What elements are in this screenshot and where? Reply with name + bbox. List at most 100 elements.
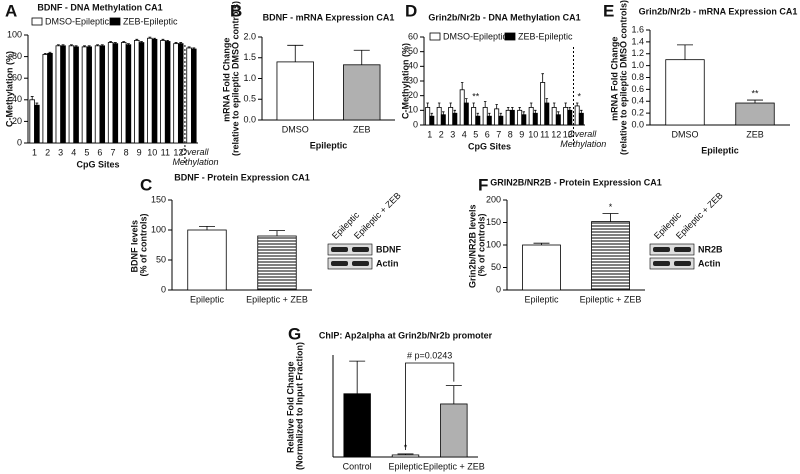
x-tick-label: Overall Methylation	[172, 147, 218, 167]
blot-band	[653, 261, 670, 266]
bar	[47, 52, 53, 144]
bar	[99, 45, 106, 144]
error-bar	[506, 107, 510, 111]
y-axis-label: C-Methylation (%)	[4, 51, 14, 127]
bar	[257, 235, 297, 291]
error-bar	[552, 102, 556, 108]
x-tick-label: 8	[124, 147, 129, 157]
bar	[517, 109, 523, 126]
error-bar	[541, 73, 544, 83]
bar	[440, 403, 468, 458]
error-bar	[580, 109, 583, 114]
bar	[391, 454, 420, 458]
error-bar	[192, 47, 196, 50]
error-bar	[153, 37, 156, 40]
error-bar	[349, 360, 366, 394]
error-bar	[557, 111, 560, 115]
x-tick-label: ZEB	[746, 129, 764, 139]
y-tick-label: 150	[151, 194, 166, 204]
x-tick-label: 9	[519, 129, 524, 139]
x-tick-label: 4	[71, 147, 76, 157]
error-bar	[499, 112, 503, 117]
error-bar	[100, 44, 104, 46]
y-tick-label: 0.8	[631, 72, 644, 82]
y-axis-label: Grin2b/NR2B levels (% of controls)	[468, 202, 487, 288]
chart-title: Grin2b/Nr2b - DNA Methylation CA1	[428, 12, 580, 22]
y-tick-label: 1.6	[631, 24, 644, 34]
error-bar	[534, 109, 537, 114]
x-tick-label: 13	[563, 129, 573, 139]
y-tick-label: 10	[408, 105, 418, 115]
error-bar	[35, 102, 39, 106]
error-bar	[135, 38, 139, 41]
bar	[164, 41, 171, 144]
y-tick-label: 60	[12, 73, 22, 83]
y-tick-label: 0.2	[631, 108, 644, 118]
x-tick-label: Epileptic + ZEB	[580, 294, 642, 304]
bar	[555, 114, 561, 126]
annotation: **	[751, 88, 759, 98]
bar	[60, 45, 66, 144]
bar	[151, 38, 158, 144]
y-axis-label: mRNA Fold Change (relative to epileptic …	[222, 1, 241, 156]
bar	[191, 48, 197, 144]
bar	[436, 107, 442, 126]
bar	[486, 115, 492, 126]
x-tick-label: 12	[551, 129, 561, 139]
error-bar	[677, 44, 693, 60]
y-tick-label: 0.4	[631, 96, 644, 106]
blot-band-label: NR2B	[698, 244, 723, 254]
x-tick-label: 6	[485, 129, 490, 139]
bar	[494, 108, 500, 126]
bar	[147, 37, 153, 144]
error-bar	[140, 41, 143, 43]
panel-label: F	[478, 175, 488, 194]
x-axis-label: Epileptic	[310, 140, 348, 150]
y-tick-label: 0	[413, 119, 418, 129]
bar	[452, 112, 458, 126]
panel-label: B	[230, 1, 242, 20]
bar	[429, 115, 435, 126]
x-tick-label: 1	[32, 147, 37, 157]
bar	[94, 45, 101, 144]
y-tick-label: 100	[7, 29, 22, 39]
y-tick-label: 1.0	[631, 60, 644, 70]
x-axis-label: CpG Sites	[76, 159, 119, 169]
blot-band	[674, 247, 691, 252]
x-tick-label: Epileptic	[388, 461, 423, 471]
bar	[112, 43, 119, 144]
bar	[73, 46, 79, 144]
blot-band	[331, 261, 348, 266]
error-bar	[495, 104, 498, 109]
bar	[735, 102, 775, 126]
bar	[125, 44, 132, 144]
y-axis-label: BDNF levels (% of controls)	[130, 214, 149, 277]
error-bar	[472, 102, 475, 108]
panel-label: C	[140, 175, 152, 194]
x-tick-label: 6	[97, 147, 102, 157]
y-tick-label: 100	[486, 239, 501, 249]
chart-title: BDNF - Protein Expression CA1	[174, 172, 310, 182]
error-bar	[449, 102, 452, 108]
y-tick-label: 50	[156, 254, 166, 264]
bar	[551, 107, 557, 126]
legend-swatch	[504, 32, 516, 41]
bar	[34, 104, 40, 144]
bar	[107, 42, 114, 144]
error-bar	[87, 45, 91, 47]
bar	[509, 109, 515, 126]
y-axis-label: C-Methylation (%)	[400, 43, 410, 119]
x-tick-label: ZEB	[353, 124, 371, 134]
blot-strip	[327, 243, 373, 256]
y-tick-label: 150	[486, 217, 501, 227]
error-bar	[442, 111, 445, 115]
bar	[68, 45, 75, 144]
error-bar	[602, 213, 619, 222]
error-bar	[488, 112, 491, 117]
annotation: # p=0.0243	[407, 350, 452, 360]
x-tick-label: 5	[84, 147, 89, 157]
x-tick-label: Epileptic	[524, 294, 559, 304]
error-bar	[564, 102, 567, 108]
x-tick-label: 2	[45, 147, 50, 157]
